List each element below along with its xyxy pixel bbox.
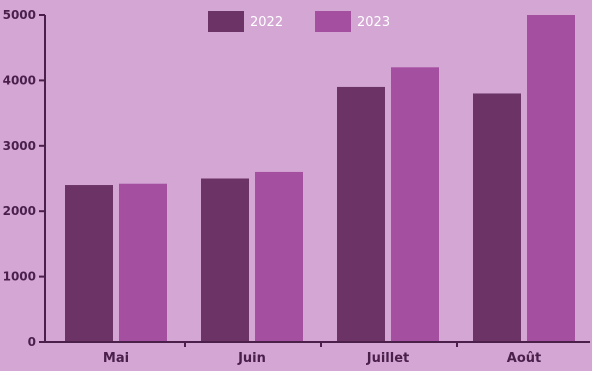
bar-2022-juillet (337, 86, 385, 342)
x-category-label: Juin (237, 351, 266, 366)
x-axis-ticks: Mai Juin Juillet Août (103, 342, 541, 366)
bar-2022-août (473, 93, 521, 342)
x-category-label: Mai (103, 351, 129, 366)
x-category-label: Août (507, 351, 541, 366)
legend-label-2023: 2023 (357, 15, 390, 30)
bar-2023-mai (119, 183, 167, 342)
legend-label-2022: 2022 (250, 15, 283, 30)
bar-2022-mai (65, 185, 113, 342)
bar-2022-juin (201, 178, 249, 342)
legend: 2022 2023 (208, 11, 390, 32)
y-tick-label: 4000 (3, 73, 36, 87)
y-tick-label: 2000 (3, 204, 36, 218)
bar-2023-juin (255, 171, 303, 342)
bar-2023-août (527, 15, 575, 342)
y-axis-ticks: 0 1000 2000 3000 4000 5000 (3, 8, 45, 349)
x-category-label: Juillet (366, 351, 410, 366)
y-tick-label: 3000 (3, 139, 36, 153)
legend-swatch-2023 (315, 11, 351, 32)
y-tick-label: 0 (28, 335, 36, 349)
bars (65, 15, 575, 342)
y-tick-label: 5000 (3, 8, 36, 22)
legend-swatch-2022 (208, 11, 244, 32)
bar-2023-juillet (391, 67, 439, 342)
y-tick-label: 1000 (3, 270, 36, 284)
